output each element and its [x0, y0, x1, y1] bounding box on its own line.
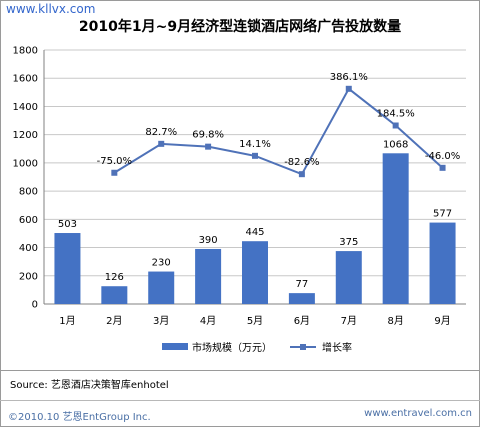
- bar: [429, 222, 456, 304]
- x-tick-label: 4月: [200, 315, 216, 327]
- footer-divider: [0, 400, 480, 401]
- x-tick-label: 5月: [247, 315, 263, 327]
- footer: ©2010.10 艺恩EntGroup Inc. www.entravel.co…: [0, 400, 480, 427]
- y-tick-label: 800: [19, 187, 38, 198]
- y-tick-label: 1800: [13, 46, 38, 57]
- y-tick-label: 1000: [13, 158, 38, 169]
- x-tick-label: 1月: [59, 315, 75, 327]
- growth-label: 82.7%: [145, 127, 177, 138]
- y-tick-label: 1600: [13, 74, 38, 85]
- x-tick-label: 3月: [153, 315, 169, 327]
- chart-svg: 0 200 400 600 800 1000 1200 1400 1600 1800 503 126 2…: [13, 46, 466, 354]
- growth-label: 184.5%: [377, 108, 415, 119]
- bar-value-label: 445: [245, 227, 264, 238]
- watermark-text: www.kllvx.com: [6, 2, 96, 16]
- growth-point: [439, 164, 446, 171]
- bar: [148, 271, 175, 304]
- bar-value-label: 230: [152, 258, 171, 269]
- y-tick-label: 1400: [13, 102, 38, 113]
- growth-label: -75.0%: [97, 156, 132, 167]
- source-divider: [0, 370, 480, 371]
- growth-point: [158, 140, 165, 147]
- bar-value-label: 390: [199, 235, 218, 246]
- y-tick-label: 0: [32, 300, 38, 311]
- chart-title: 2010年1月~9月经济型连锁酒店网络广告投放数量: [78, 19, 402, 35]
- bar-value-label: 77: [296, 279, 309, 290]
- bar-value-label: 1068: [383, 139, 408, 150]
- growth-point: [345, 85, 352, 92]
- bar-value-label: 503: [58, 219, 77, 230]
- bar: [335, 251, 362, 304]
- bar-value-label: 375: [339, 237, 358, 248]
- growth-line: [113, 87, 444, 176]
- growth-point: [392, 122, 399, 129]
- bar-value-label: 126: [105, 272, 124, 283]
- legend-bar-swatch: [162, 343, 188, 350]
- copyright-text: ©2010.10 艺恩EntGroup Inc.: [8, 412, 151, 423]
- bar-value-label: 577: [433, 209, 452, 220]
- legend-bar-label: 市场规模（万元）: [192, 341, 272, 354]
- growth-point: [205, 143, 212, 150]
- x-tick-label: 8月: [387, 315, 403, 327]
- x-tick-label: 7月: [341, 315, 357, 327]
- bar: [288, 293, 315, 304]
- legend-line-marker: [300, 344, 306, 350]
- source-text: Source: 艺恩酒店决策智库enhotel: [10, 380, 169, 391]
- growth-point: [298, 171, 305, 178]
- website-link[interactable]: www.entravel.com.cn: [364, 408, 472, 419]
- bar: [101, 286, 128, 304]
- bar: [242, 241, 268, 304]
- y-tick-label: 400: [19, 243, 38, 254]
- x-tick-label: 2月: [106, 315, 122, 327]
- growth-point: [111, 169, 118, 176]
- y-tick-label: 1200: [13, 130, 38, 141]
- x-tick-label: 6月: [294, 315, 310, 327]
- growth-label: -82.6%: [284, 157, 319, 168]
- growth-label: 386.1%: [330, 72, 368, 83]
- growth-label: -46.0%: [425, 151, 460, 162]
- legend-line-label: 增长率: [322, 341, 352, 354]
- growth-label: 69.8%: [192, 130, 224, 141]
- x-tick-label: 9月: [434, 315, 450, 327]
- y-tick-label: 600: [19, 215, 38, 226]
- bar: [195, 248, 222, 304]
- y-tick-label: 200: [19, 271, 38, 282]
- growth-label: 14.1%: [239, 139, 271, 150]
- growth-point: [252, 152, 258, 159]
- bar: [54, 233, 81, 304]
- bar: [382, 153, 409, 304]
